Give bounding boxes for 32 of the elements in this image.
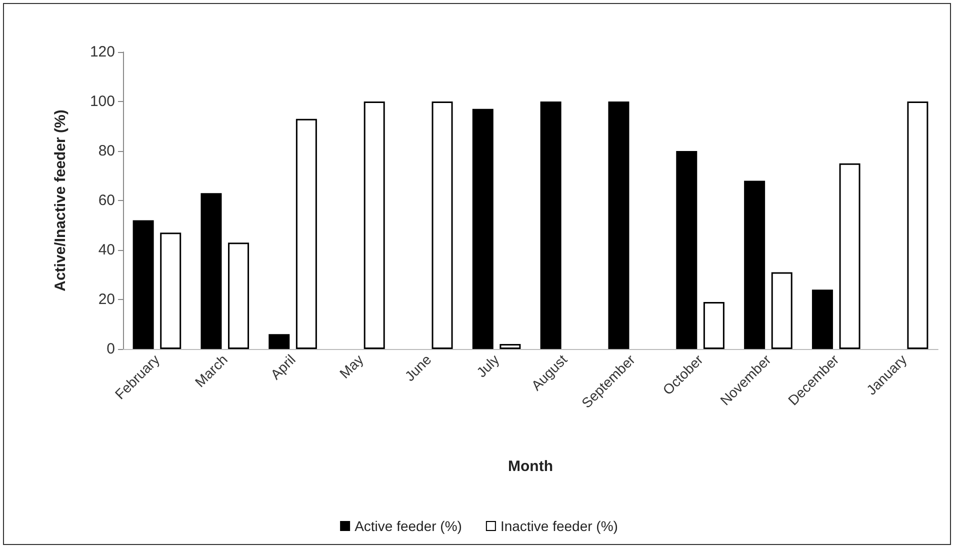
bar [703,302,724,349]
bar [432,102,453,349]
y-axis-title: Active/Inactive feeder (%) [52,110,69,292]
legend-label: Inactive feeder (%) [500,518,618,534]
bar [812,290,833,349]
bar [132,220,154,349]
legend-label: Active feeder (%) [354,518,462,534]
x-tick-label: May [336,351,366,382]
bar [160,232,182,349]
x-tick-label: July [473,351,502,380]
y-tick-label: 0 [106,340,115,358]
bar [676,151,698,349]
bar [744,180,766,349]
bar [907,102,928,349]
bar [540,102,562,349]
y-tick-label: 60 [98,192,115,209]
bar [839,163,860,349]
y-tick-label: 120 [90,44,115,60]
bar [228,242,250,349]
bar [296,118,317,349]
bar [771,272,792,349]
bar [268,334,290,349]
y-tick-label: 40 [98,242,115,258]
y-tick-label: 20 [98,291,115,308]
y-tick-label: 100 [90,93,115,110]
x-axis-title: Month [508,458,553,475]
bar [200,193,222,349]
y-tick-label: 80 [98,142,115,160]
bar [608,102,630,349]
bar [364,102,385,349]
bar [472,108,494,349]
bar [500,344,521,349]
